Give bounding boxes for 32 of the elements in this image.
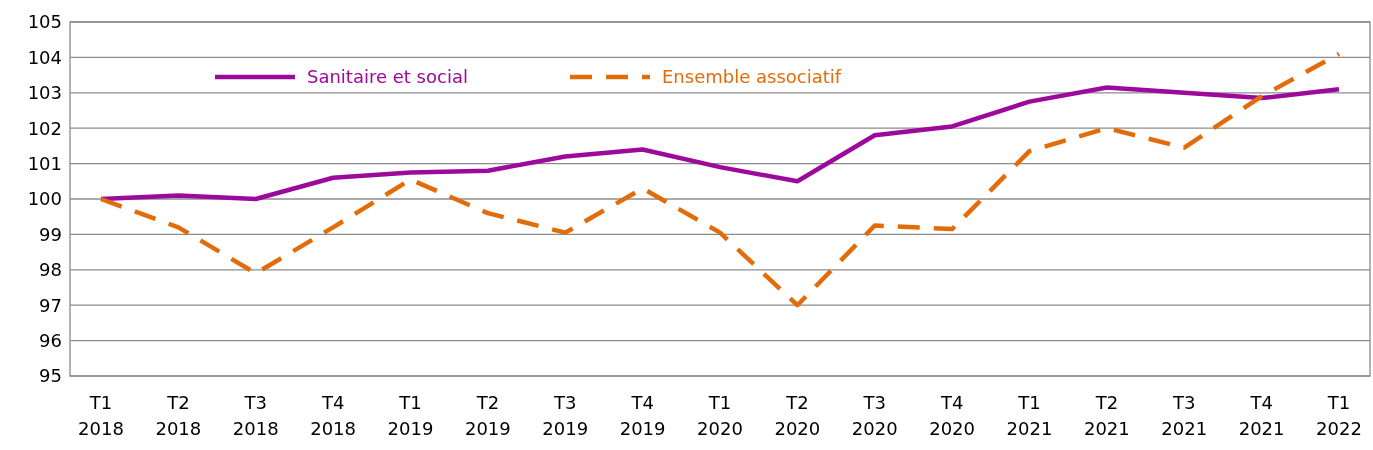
x-tick-label: T4 2019 — [619, 392, 666, 439]
x-tick-label: T2 2018 — [155, 392, 202, 439]
line-series — [98, 51, 1342, 308]
y-tick-label: 102 — [27, 117, 62, 139]
x-tick-label: T1 2022 — [1316, 392, 1362, 439]
x-tick-label: T3 2019 — [542, 392, 589, 439]
y-tick-label: 100 — [27, 188, 62, 210]
y-tick-label: 96 — [39, 329, 62, 351]
y-tick-label: 95 — [39, 365, 62, 387]
x-tick-label: T1 2018 — [78, 392, 124, 439]
line-series — [98, 85, 1342, 202]
y-tick-label: 101 — [27, 152, 62, 174]
x-tick-label: T2 2021 — [1083, 392, 1130, 439]
y-tick-label: 97 — [39, 294, 62, 316]
x-tick-label: T4 2018 — [310, 392, 357, 439]
x-tick-label: T2 2020 — [774, 392, 821, 439]
x-tick-label: T2 2019 — [464, 392, 511, 439]
y-tick-label: 98 — [39, 259, 62, 281]
legend-label: Sanitaire et social — [307, 66, 468, 88]
x-tick-label: T3 2020 — [851, 392, 898, 439]
x-tick-label: T4 2020 — [929, 392, 976, 439]
x-tick-label: T1 2020 — [697, 392, 743, 439]
y-tick-label: 104 — [27, 46, 62, 68]
x-tick-label: T1 2021 — [1006, 392, 1053, 439]
x-tick-label: T4 2021 — [1238, 392, 1285, 439]
x-tick-label: T1 2019 — [387, 392, 434, 439]
y-tick-label: 103 — [27, 82, 62, 104]
y-tick-label: 105 — [27, 11, 62, 33]
x-tick-label: T3 2018 — [232, 392, 279, 439]
x-tick-label: T3 2021 — [1161, 392, 1208, 439]
y-tick-label: 99 — [39, 223, 62, 245]
legend-label: Ensemble associatif — [662, 66, 842, 88]
